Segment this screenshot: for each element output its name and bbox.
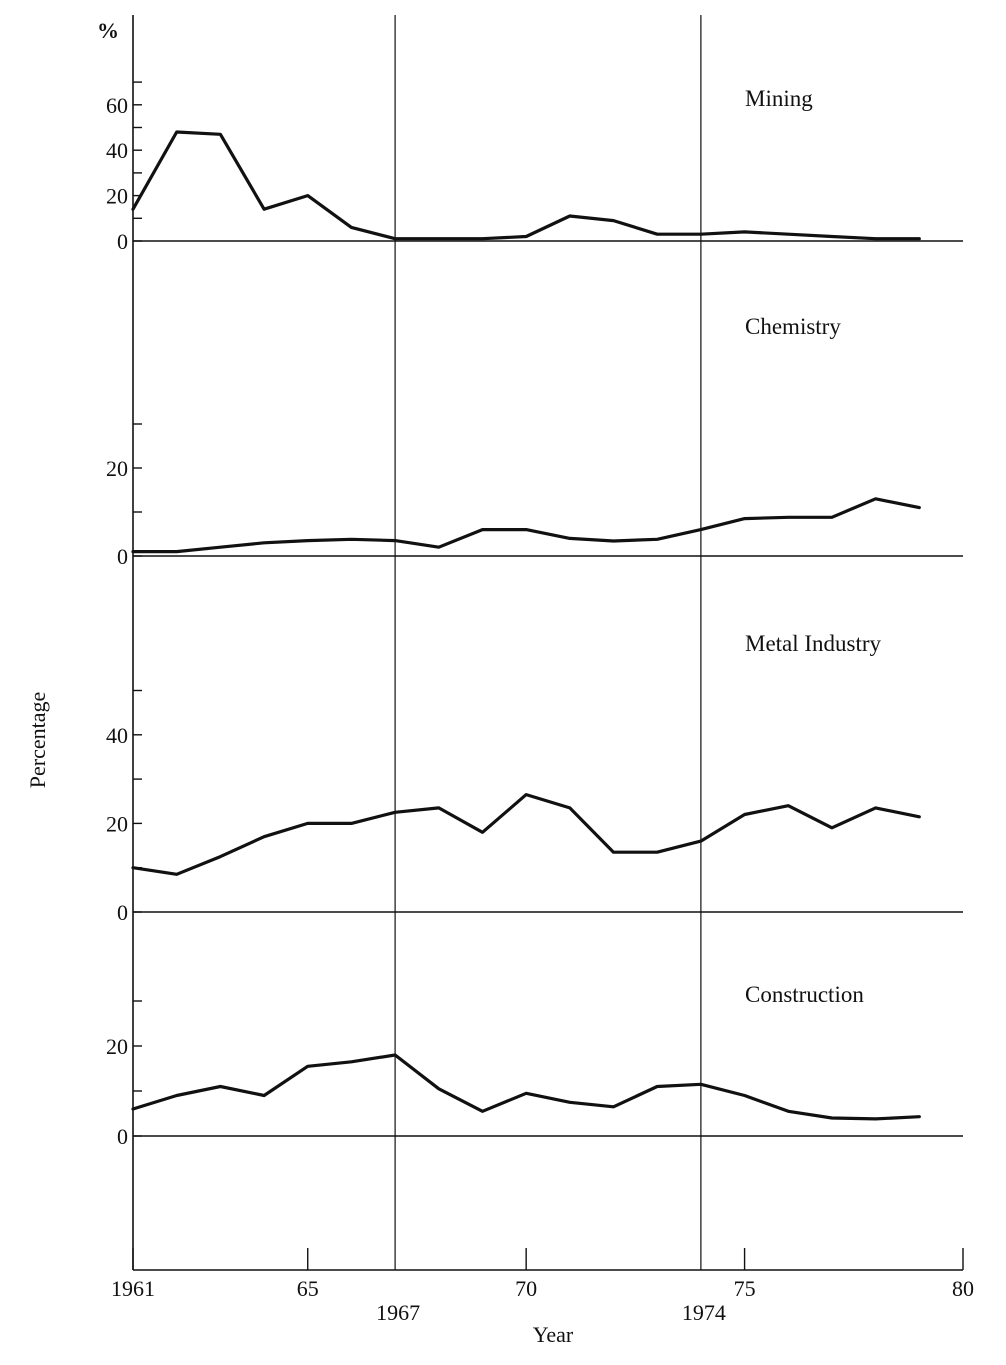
x-tick-label-70: 70: [515, 1276, 537, 1301]
construction-y-tick-label-0: 0: [117, 1124, 128, 1149]
x-tick-label-80: 80: [952, 1276, 974, 1301]
y-axis-label: Percentage: [25, 692, 50, 789]
metal-industry-y-tick-label-0: 0: [117, 900, 128, 925]
construction-y-tick-label-20: 20: [106, 1034, 128, 1059]
mining-y-tick-label-0: 0: [117, 229, 128, 254]
chemistry-series-line: [131, 497, 921, 554]
mining-y-tick-label-60: 60: [106, 93, 128, 118]
x-tick-label-65: 65: [297, 1276, 319, 1301]
x-tick-label-1961: 1961: [111, 1276, 155, 1301]
construction-panel-title: Construction: [745, 982, 864, 1007]
x-tick-label-75: 75: [734, 1276, 756, 1301]
construction-series-line: [131, 1053, 921, 1121]
mining-y-tick-label-40: 40: [106, 138, 128, 163]
reference-year-label-1967: 1967: [376, 1300, 420, 1325]
metal-industry-y-tick-label-40: 40: [106, 723, 128, 748]
metal-industry-series-line: [131, 792, 921, 876]
x-axis-label: Year: [533, 1322, 574, 1347]
chemistry-y-tick-label-20: 20: [106, 456, 128, 481]
metal-industry-panel-title: Metal Industry: [745, 631, 882, 656]
metal-industry-y-tick-label-20: 20: [106, 811, 128, 836]
chemistry-panel-title: Chemistry: [745, 314, 841, 339]
mining-panel-title: Mining: [745, 86, 813, 111]
reference-year-label-1974: 1974: [682, 1300, 726, 1325]
chemistry-y-tick-label-0: 0: [117, 544, 128, 569]
mining-y-tick-label-20: 20: [106, 184, 128, 209]
mining-series-line: [131, 130, 921, 241]
y-unit-label: %: [97, 18, 119, 43]
